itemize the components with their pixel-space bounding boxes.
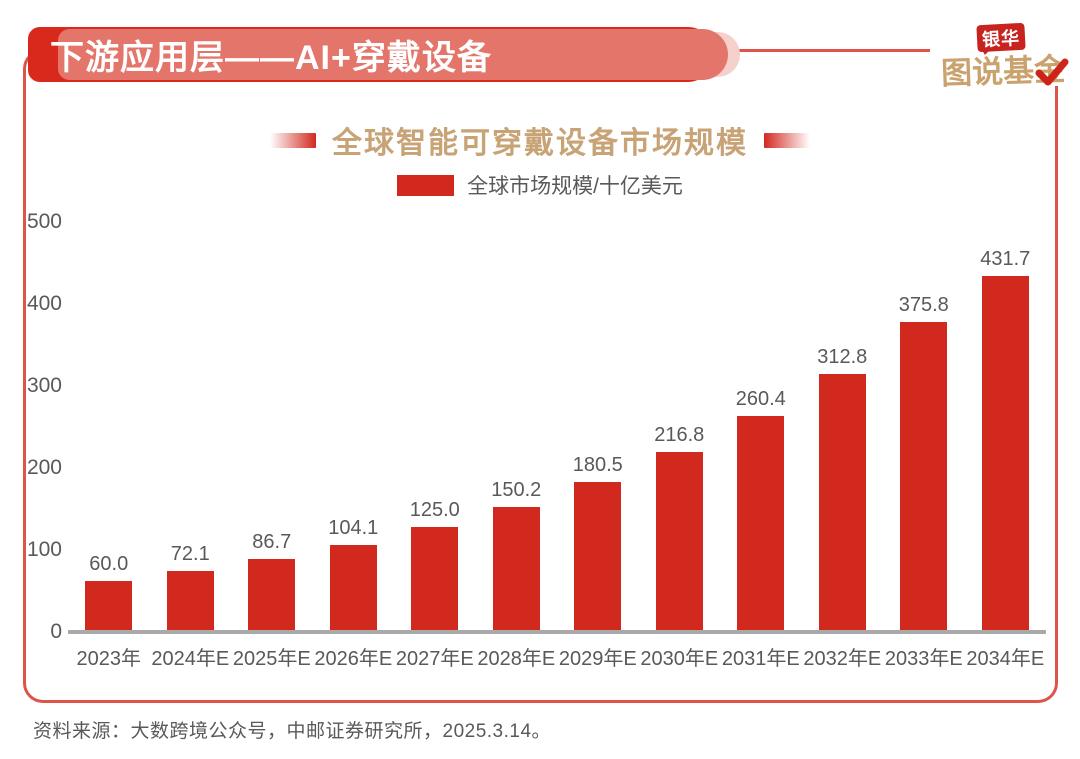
y-axis-tick-label: 300 <box>26 374 62 397</box>
bar-slot: 375.8 <box>883 294 965 630</box>
bar <box>655 452 703 630</box>
title-decoration-left <box>270 132 316 148</box>
bar-value-label: 72.1 <box>170 543 210 565</box>
category-label: 2030年E <box>640 648 719 670</box>
bar-chart-plot-area: 60.0 72.1 86.7 104.1 125.0 150.2 180.5 216.8 260… <box>68 200 1046 630</box>
y-axis-tick-label: 200 <box>26 456 62 479</box>
bar-value-label: 60.0 <box>89 553 129 575</box>
bar <box>574 482 622 630</box>
category-label: 2034年E <box>966 648 1045 670</box>
x-axis-category-labels: 2023年 2024年E 2025年E 2026年E 2027年E 2028年E 2029年… <box>68 642 1046 671</box>
bar-slot: 60.0 <box>68 553 150 630</box>
bar-value-label: 216.8 <box>654 424 705 446</box>
bar-value-label: 125.0 <box>409 499 460 521</box>
bar-value-label: 104.1 <box>328 517 379 539</box>
category-label: 2024年E <box>151 648 230 670</box>
bar-value-label: 150.2 <box>491 479 542 501</box>
y-axis-tick-label: 100 <box>26 538 62 561</box>
category-label: 2029年E <box>558 648 637 670</box>
bar-slot: 86.7 <box>231 531 313 630</box>
bar-slot: 150.2 <box>476 479 558 630</box>
y-axis-tick-label: 500 <box>26 210 62 233</box>
bar-slot: 431.7 <box>965 248 1047 630</box>
bar <box>492 507 540 630</box>
bar <box>818 374 866 630</box>
bar <box>411 527 459 630</box>
category-label: 2028年E <box>477 648 556 670</box>
bar <box>166 571 214 630</box>
bar-value-label: 312.8 <box>817 346 868 368</box>
chart-title: 全球智能可穿戴设备市场规模 <box>332 127 748 160</box>
category-label: 2033年E <box>884 648 963 670</box>
logo-badge-label: 银华 <box>981 27 1021 50</box>
bar <box>85 581 133 630</box>
brand-logo: 银华 图说基金 <box>935 18 1075 91</box>
bar <box>248 559 296 630</box>
bar <box>900 322 948 630</box>
legend-color-swatch <box>397 174 455 196</box>
bar-slot: 180.5 <box>557 454 639 630</box>
bar <box>981 276 1029 630</box>
bar <box>329 545 377 630</box>
page-title: 下游应用层——AI+穿戴设备 <box>50 39 492 77</box>
chart-header: 全球智能可穿戴设备市场规模 <box>26 118 1054 162</box>
bar-slot: 260.4 <box>720 388 802 630</box>
bar-slot: 72.1 <box>150 543 232 630</box>
title-decoration-right <box>764 132 810 148</box>
category-label: 2025年E <box>232 648 311 670</box>
bar-slot: 104.1 <box>313 517 395 630</box>
bar-value-label: 260.4 <box>735 388 786 410</box>
source-note: 资料来源：大数跨境公众号，中邮证券研究所，2025.3.14。 <box>33 721 552 742</box>
category-label: 2031年E <box>721 648 800 670</box>
logo-badge: 银华 <box>976 22 1026 53</box>
page-title-banner: 下游应用层——AI+穿戴设备 <box>28 27 740 82</box>
bar-value-label: 431.7 <box>980 248 1031 270</box>
category-label: 2023年 <box>76 648 142 670</box>
check-icon <box>1035 58 1069 86</box>
bar-slot: 216.8 <box>639 424 721 630</box>
bar-slot: 125.0 <box>394 499 476 630</box>
category-label: 2027年E <box>395 648 474 670</box>
legend-label: 全球市场规模/十亿美元 <box>467 175 683 198</box>
chart-legend: 全球市场规模/十亿美元 <box>26 170 1054 200</box>
x-axis-line <box>68 630 1046 634</box>
category-label: 2026年E <box>314 648 393 670</box>
category-label: 2032年E <box>803 648 882 670</box>
bar-value-label: 180.5 <box>572 454 623 476</box>
bar-slot: 312.8 <box>802 346 884 630</box>
y-axis-tick-label: 400 <box>26 292 62 315</box>
bar-value-label: 375.8 <box>898 294 949 316</box>
bar <box>737 416 785 630</box>
y-axis-tick-label: 0 <box>50 620 62 643</box>
bar-value-label: 86.7 <box>252 531 292 553</box>
